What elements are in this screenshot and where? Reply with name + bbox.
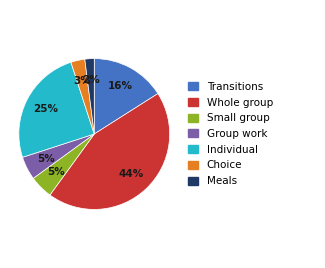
- Text: 3%: 3%: [73, 76, 91, 86]
- Wedge shape: [22, 134, 94, 178]
- Wedge shape: [50, 94, 170, 209]
- Wedge shape: [71, 59, 94, 134]
- Text: 5%: 5%: [37, 154, 55, 164]
- Text: 5%: 5%: [47, 168, 65, 177]
- Legend: Transitions, Whole group, Small group, Group work, Individual, Choice, Meals: Transitions, Whole group, Small group, G…: [188, 82, 273, 186]
- Text: 25%: 25%: [33, 104, 58, 114]
- Wedge shape: [94, 59, 158, 134]
- Wedge shape: [33, 134, 94, 195]
- Text: 44%: 44%: [119, 169, 144, 178]
- Wedge shape: [85, 59, 94, 134]
- Text: 16%: 16%: [108, 81, 133, 91]
- Text: 2%: 2%: [82, 75, 100, 85]
- Wedge shape: [19, 62, 94, 157]
